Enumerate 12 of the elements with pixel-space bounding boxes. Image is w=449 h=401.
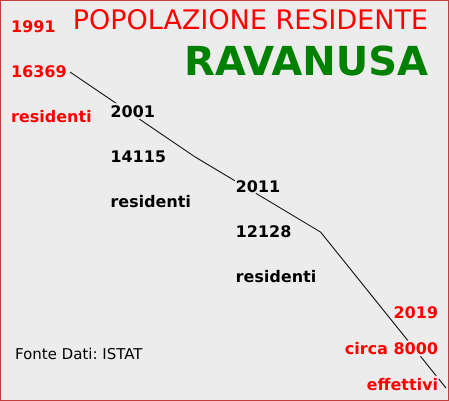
annotation: residenti [236,267,316,286]
data-label: 12128 [236,222,292,242]
chart-title: POPOLAZIONE RESIDENTE [72,5,428,36]
text: 1991 [11,17,56,36]
annotation: Fonte Dati: ISTAT [15,345,142,363]
annotation: residenti [110,192,191,212]
annotation: residenti [11,107,92,126]
chart-subtitle: RAVANUSA [184,39,428,85]
data-label: 16369 [11,62,67,81]
annotation: effettivi [366,375,438,394]
data-label: 14115 [110,147,166,166]
annotation: 2019 [393,303,438,322]
